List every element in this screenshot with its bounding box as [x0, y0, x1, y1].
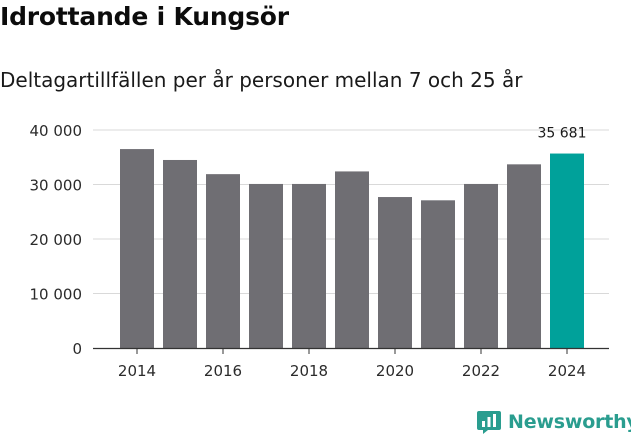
bar-2018	[292, 183, 326, 348]
bar-2022	[464, 183, 498, 348]
newsworthy-logo-text: Newsworthy	[508, 411, 631, 433]
y-tick-label: 30 000	[30, 177, 83, 195]
y-tick-label: 40 000	[30, 122, 83, 140]
x-tick-label: 2022	[462, 362, 500, 380]
bar-2019	[335, 171, 369, 348]
x-tick-label: 2018	[290, 362, 328, 380]
x-tick-label: 2024	[548, 362, 586, 380]
bar-2015	[163, 159, 197, 348]
x-tick-label: 2016	[204, 362, 242, 380]
bar-chart: 0 10 000 20 000 30 000 40 000 2014 2016 2018 202…	[30, 122, 609, 380]
bar-2021	[421, 200, 455, 348]
y-tick-label: 10 000	[30, 286, 83, 304]
bar-2017	[249, 183, 283, 348]
newsworthy-logo-icon	[477, 411, 501, 434]
y-tick-label: 0	[72, 340, 82, 358]
chart-title: Idrottande i Kungsör	[0, 2, 289, 31]
bar-2020	[378, 197, 412, 348]
data-label: 35 681	[538, 126, 587, 142]
y-tick-label: 20 000	[30, 231, 83, 249]
bar-2014	[120, 149, 154, 348]
bar-2016	[206, 174, 240, 348]
chart-subtitle: Deltagartillfällen per år personer mella…	[0, 68, 523, 92]
bar-2024	[550, 153, 584, 348]
bar-2023	[507, 164, 541, 348]
x-tick-label: 2014	[118, 362, 156, 380]
x-tick-label: 2020	[376, 362, 414, 380]
newsworthy-logo: Newsworthy	[476, 407, 631, 437]
